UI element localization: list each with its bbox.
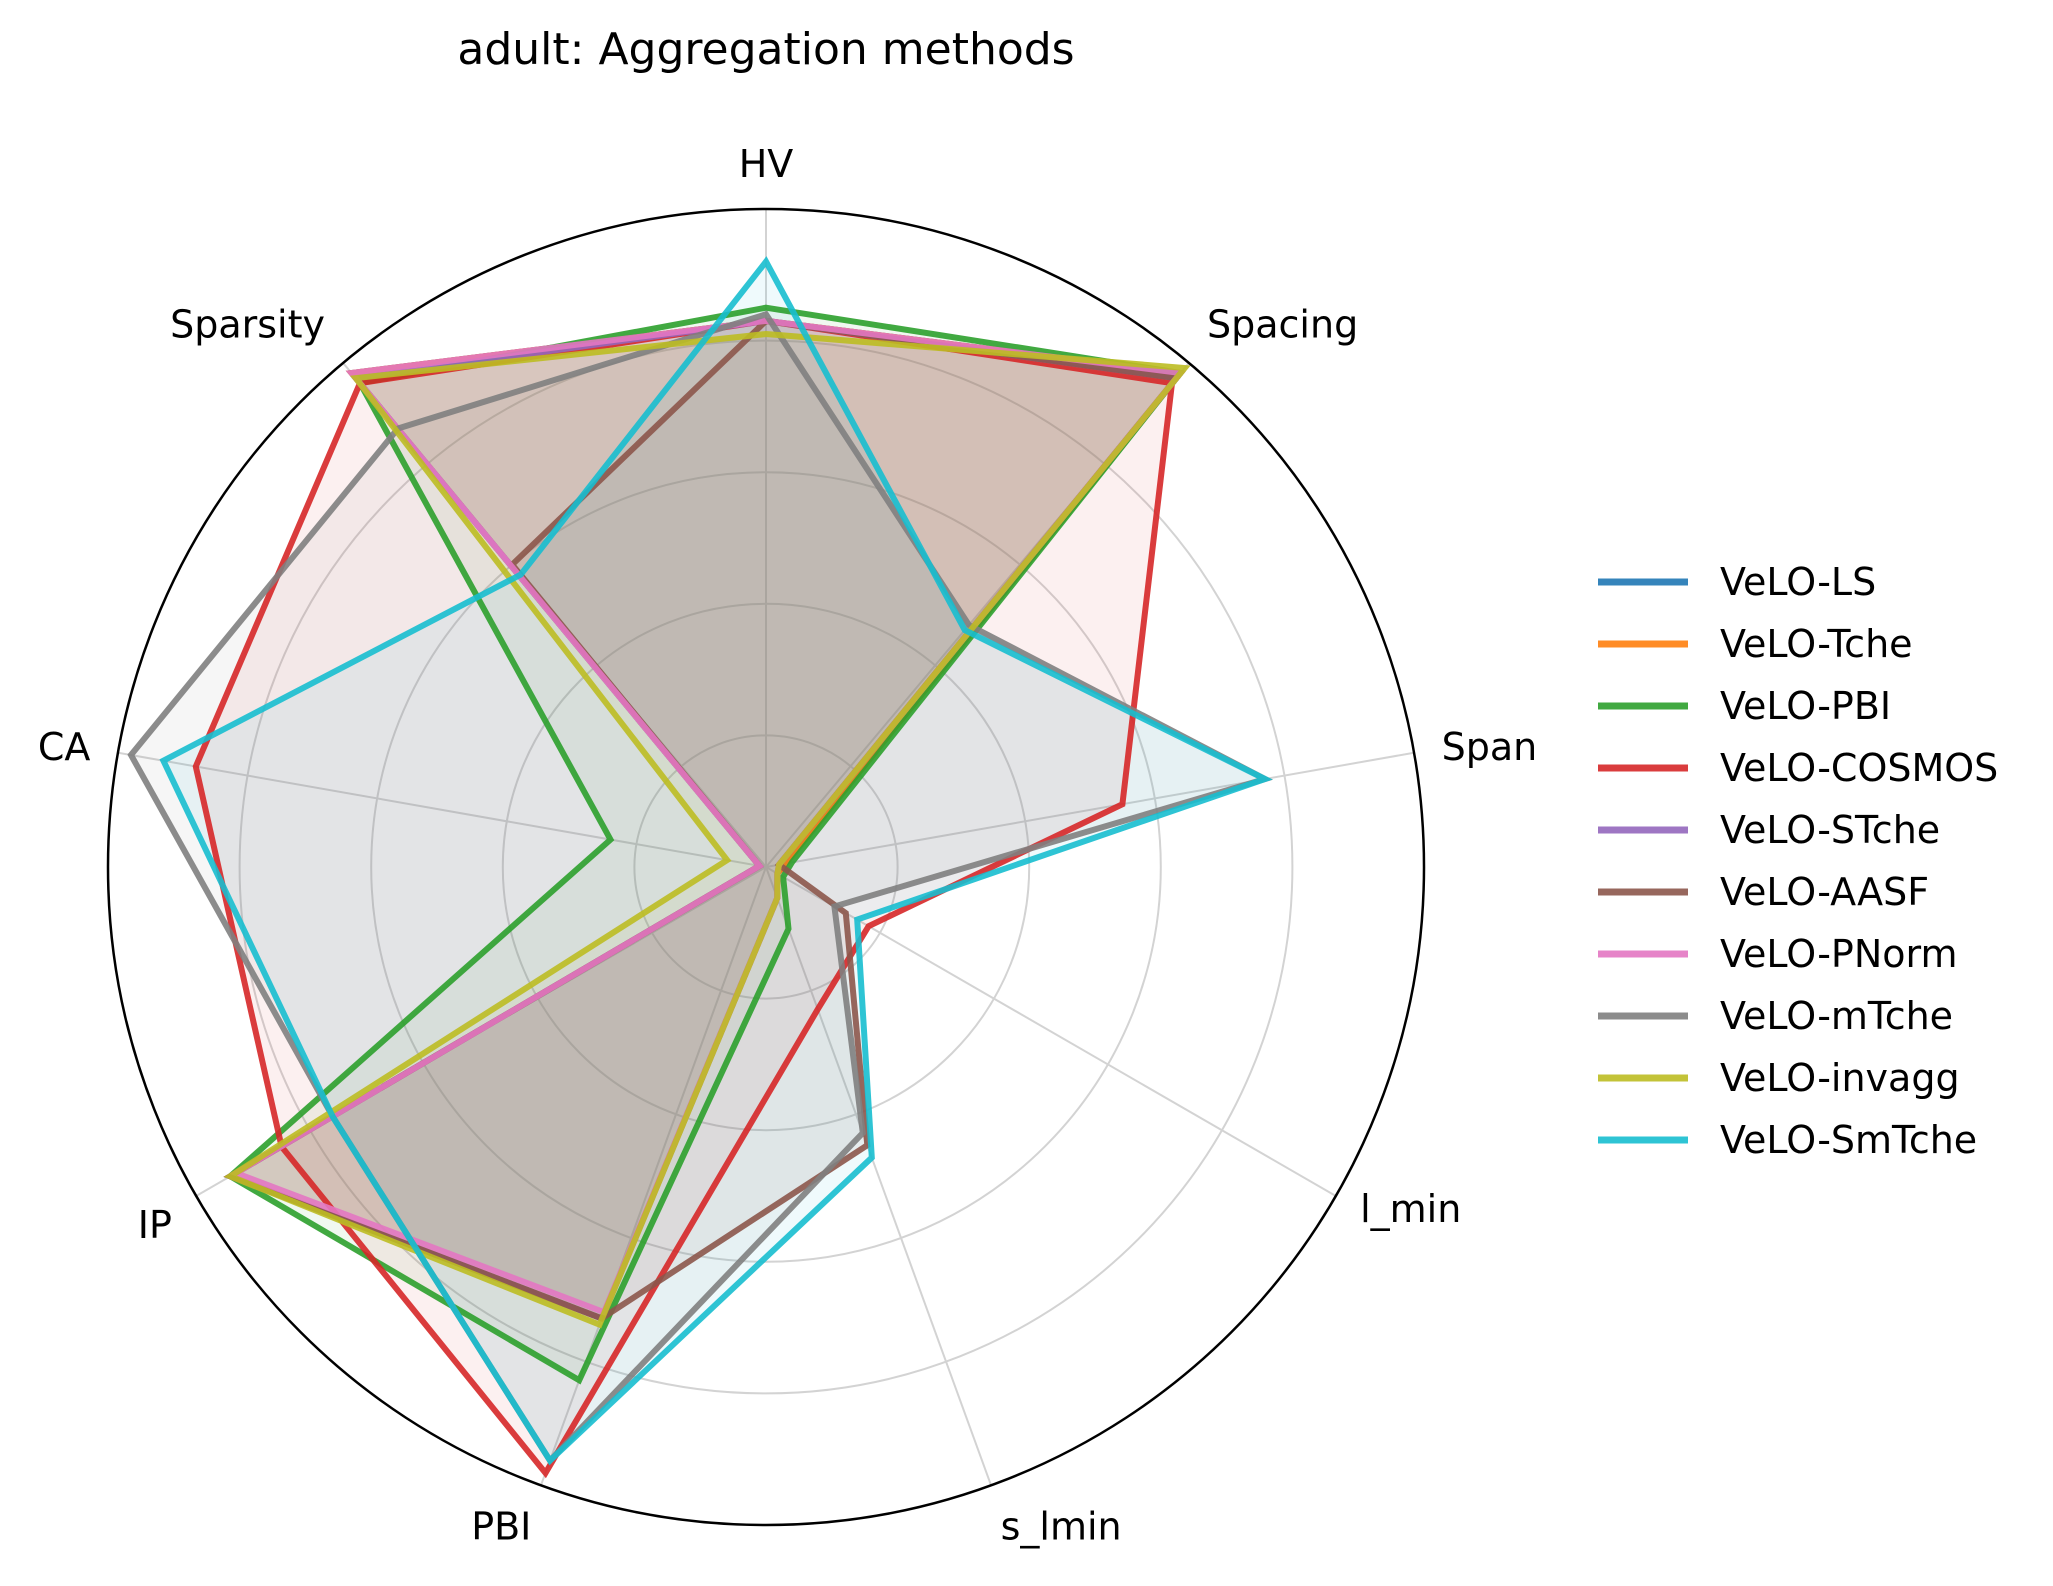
legend-label-velo-smtche: VeLO-SmTche	[1720, 1118, 1977, 1162]
legend-label-velo-tche: VeLO-Tche	[1720, 622, 1913, 666]
axis-label-hv: HV	[739, 142, 794, 186]
legend-label-velo-aasf: VeLO-AASF	[1720, 870, 1929, 914]
series-line-velo-smtche	[159, 256, 1273, 1466]
axis-spoke-ca	[117, 751, 767, 868]
axis-label-ca: CA	[38, 725, 91, 769]
axis-label-spacing: Spacing	[1207, 303, 1358, 347]
axis-label-s-lmin: s_lmin	[1001, 1505, 1122, 1549]
series-line-velo-mtche	[127, 310, 1273, 1466]
axis-label-sparsity: Sparsity	[170, 303, 325, 347]
outer-ring	[106, 207, 1426, 1527]
legend-label-velo-pnorm: VeLO-PNorm	[1720, 932, 1957, 976]
series-line-velo-pbi	[225, 304, 1187, 1385]
series-line-velo-invagg	[223, 330, 1191, 1329]
legend-label-velo-pbi: VeLO-PBI	[1720, 684, 1891, 728]
axis-label-ip: IP	[138, 1203, 172, 1247]
series-fill-velo-stche	[230, 320, 1177, 1319]
series-fill-velo-tche	[230, 320, 1181, 1319]
series-lines	[127, 256, 1273, 1479]
series-fill-velo-smtche	[163, 261, 1265, 1461]
axis-label-l-min: l_min	[1360, 1187, 1461, 1231]
axis-spoke-l-min	[765, 866, 1337, 1197]
legend-label-velo-invagg: VeLO-invagg	[1720, 1056, 1960, 1100]
series-fill-velo-ls	[230, 320, 1181, 1319]
series-fill-velo-mtche	[131, 314, 1265, 1461]
series-fill-velo-pnorm	[236, 320, 1181, 1313]
legend: VeLO-LS VeLO-Tche VeLO-PBI VeLO-COSMOS VeLO-…	[1598, 560, 1998, 1162]
series-fill-velo-cosmos	[195, 320, 1173, 1473]
legend-label-velo-stche: VeLO-STche	[1720, 808, 1940, 852]
axis-label-pbi: PBI	[471, 1505, 531, 1549]
axis-spoke-s-lmin	[765, 866, 992, 1486]
series-fill-velo-invagg	[230, 334, 1185, 1325]
legend-label-velo-cosmos: VeLO-COSMOS	[1720, 746, 1998, 790]
legend-label-velo-ls: VeLO-LS	[1720, 560, 1876, 604]
series-fills	[131, 261, 1265, 1473]
chart-title: adult: Aggregation methods	[457, 24, 1074, 75]
series-fill-velo-aasf	[230, 320, 1177, 1319]
axis-spoke-span	[765, 751, 1415, 868]
axis-labels: HV Spacing Span l_min s_lmin PBI IP CA Sparsity	[38, 142, 1537, 1549]
legend-label-velo-mtche: VeLO-mTche	[1720, 994, 1953, 1038]
axis-label-span: Span	[1442, 725, 1538, 769]
